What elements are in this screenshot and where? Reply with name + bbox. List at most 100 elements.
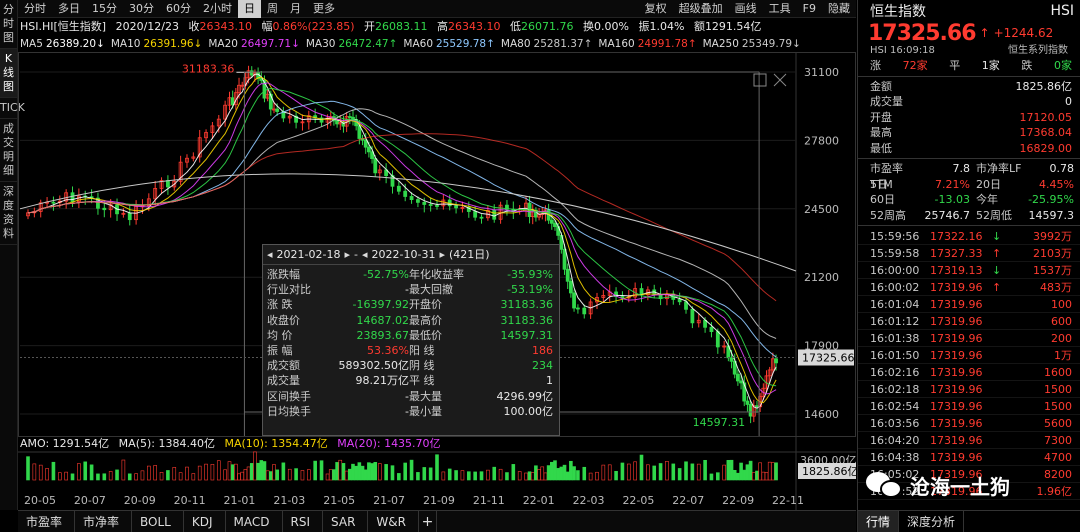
period-fenshi[interactable]: 分时 (24, 1, 46, 15)
volume-bar (172, 467, 177, 481)
tick-row: 16:01:12 17319.96 600 (858, 313, 1080, 330)
tick-list[interactable]: 15:59:56 17322.16 ↓ 3992万 15:59:58 17327.33 ↑ 2… (858, 228, 1080, 500)
volume-bar (300, 470, 305, 481)
index-code: HSI (1050, 3, 1074, 19)
volume-bar (709, 473, 714, 481)
stat-value: 234 (532, 359, 553, 373)
volume-bar (265, 470, 270, 481)
tick-price: 17319.96 (930, 298, 983, 311)
candle-body (441, 199, 446, 207)
volume-bar (742, 469, 747, 481)
volume-bar (325, 473, 330, 481)
draw-line-button[interactable]: 画线 (734, 1, 757, 15)
ratio-value: 25746.7 (924, 208, 971, 222)
candle-body (237, 84, 241, 94)
period-day[interactable]: 日 (238, 0, 261, 18)
volume-bar (745, 464, 750, 481)
candle-body (761, 387, 766, 397)
indicator-tab-1[interactable]: 市净率 (75, 511, 133, 532)
tick-row: 16:01:50 17319.96 1万 (858, 347, 1080, 364)
volume-bar (690, 463, 695, 481)
x-tick-label: 21-05 (323, 494, 355, 507)
indicator-tab-5[interactable]: RSI (283, 511, 324, 532)
tab-quote[interactable]: 行情 (858, 511, 900, 532)
x-tick-label: 22-03 (573, 494, 605, 507)
end-next-icon[interactable]: ▸ (439, 248, 445, 261)
volume-bar (732, 469, 737, 481)
candle-body (172, 180, 177, 188)
tab-tick[interactable]: TICK (0, 98, 25, 119)
candle-body (748, 404, 753, 417)
volume-bar (527, 471, 532, 481)
kline-chart[interactable]: 31100 27800 24500 21200 17900 14600 20-05 20-07… (18, 52, 856, 510)
stat-label: 阴 线 (409, 359, 435, 373)
ma-label: MA60 (403, 38, 433, 50)
period-month[interactable]: 月 (290, 1, 301, 15)
period-60m[interactable]: 60分 (166, 1, 191, 15)
hide-button[interactable]: 隐藏 (828, 1, 850, 15)
stat-label: 成交量 (267, 374, 300, 388)
period-multiday[interactable]: 多日 (58, 1, 80, 15)
volume-bar (45, 468, 49, 481)
ma-legend-ma5: MA5 26389.20↓ (20, 38, 105, 50)
tick-time: 16:02:16 (870, 366, 920, 379)
volume-bar (460, 470, 465, 481)
volume-bar (409, 459, 414, 481)
indicator-tab-4[interactable]: MACD (226, 511, 283, 532)
overlay-button[interactable]: 超级叠加 (678, 1, 723, 15)
volume-bar (367, 462, 371, 481)
tab-fenshi[interactable]: 分时图 (0, 0, 17, 49)
ma-label: MA30 (305, 38, 336, 50)
volume-bar (639, 454, 644, 481)
tick-arrow-icon: ↑ (992, 247, 1002, 260)
add-indicator-icon[interactable]: + (419, 511, 437, 532)
candle-body (735, 373, 740, 382)
tab-depth[interactable]: 深度资料 (0, 182, 17, 245)
volume-bar (115, 469, 119, 481)
volume-bar (758, 462, 762, 481)
indicator-tab-2[interactable]: BOLL (132, 511, 184, 532)
ratio-value: 0.78 (1049, 162, 1075, 175)
watermark: 沧海一土狗 (866, 468, 1010, 502)
candle-body (745, 400, 750, 405)
volume-bar (121, 459, 126, 481)
volume-bar (767, 461, 772, 481)
tick-arrow-icon: ↓ (992, 230, 1002, 243)
period-2h[interactable]: 2小时 (203, 1, 232, 15)
tools-button[interactable]: 工具 (768, 1, 791, 15)
start-next-icon[interactable]: ▸ (344, 248, 350, 261)
volume-bar (607, 464, 612, 481)
period-30m[interactable]: 30分 (129, 1, 154, 15)
f9-button[interactable]: F9 (802, 1, 816, 15)
stat-label: 最大量 (409, 389, 442, 403)
end-prev-icon[interactable]: ◂ (361, 248, 368, 261)
volume-bar (210, 463, 215, 481)
volume-bar (556, 468, 560, 481)
period-15m[interactable]: 15分 (92, 1, 117, 15)
adjust-button[interactable]: 复权 (644, 1, 667, 15)
x-tick-label: 22-09 (722, 494, 754, 507)
indicator-tab-7[interactable]: W&R (368, 511, 419, 532)
tab-kline[interactable]: K线图 (0, 49, 17, 98)
indicator-tab-0[interactable]: 市盈率 (18, 511, 76, 532)
stat-label: 阳 线 (409, 344, 435, 358)
interval-stats-panel[interactable]: ◂ 2021-02-18 ▸ - ◂ 2022-10-31 ▸ (421日) 涨… (262, 244, 560, 436)
volume-bar (546, 465, 551, 481)
tick-time: 16:01:12 (870, 315, 920, 328)
volume-bar (498, 468, 503, 481)
start-prev-icon[interactable]: ◂ (267, 248, 273, 261)
period-week[interactable]: 周 (267, 1, 278, 15)
volume-bar (262, 461, 267, 481)
period-more[interactable]: 更多 (313, 1, 335, 15)
tab-trade-detail[interactable]: 成交明细 (0, 119, 17, 182)
tab-depth-analysis[interactable]: 深度分析 (899, 511, 965, 532)
stat-value: 23893.67 (356, 328, 410, 342)
indicator-tab-6[interactable]: SAR (323, 511, 369, 532)
volume-bar (166, 470, 170, 481)
tick-volume: 1537万 (1033, 264, 1072, 277)
indicator-tab-3[interactable]: KDJ (184, 511, 226, 532)
volume-bar (505, 472, 509, 481)
tick-volume: 8200 (1044, 468, 1072, 481)
interval-days: (421日) (448, 248, 490, 261)
volume-bar (240, 471, 245, 481)
